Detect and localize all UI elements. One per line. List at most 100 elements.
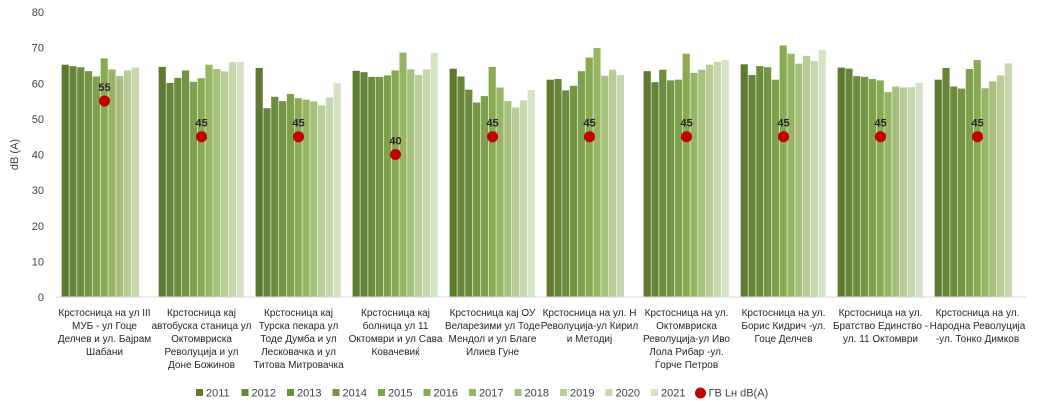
bar-2017 xyxy=(690,72,698,297)
bar-2016 xyxy=(391,70,399,297)
category-label-line: Октомври и ул Сава xyxy=(349,334,443,345)
category-label-line: Крстосница на ул. Н xyxy=(543,308,637,319)
legend-label: 2021 xyxy=(661,388,685,400)
y-tick-label: 60 xyxy=(32,78,44,90)
bar-2021 xyxy=(236,61,244,298)
category-label: Крстосница на ул III МУБ - ул Гоце Делчев … xyxy=(58,308,151,358)
legend-swatch-2011 xyxy=(196,389,203,396)
legend-label: 2018 xyxy=(525,388,549,400)
limit-data-label: 45 xyxy=(486,118,498,130)
bar-2018 xyxy=(213,69,221,297)
bar-2018 xyxy=(795,63,803,297)
bar-2014 xyxy=(279,101,287,297)
bar-2017 xyxy=(981,88,989,298)
bar-2016 xyxy=(682,53,690,298)
category-label-line: -ул. Тонко Димков xyxy=(936,334,1019,345)
y-axis-title: dB (A) xyxy=(9,139,21,170)
limit-marker xyxy=(681,131,692,143)
bar-2017 xyxy=(787,53,795,298)
bar-2011 xyxy=(837,67,845,297)
limit-data-label: 45 xyxy=(971,118,983,130)
bar-2015 xyxy=(965,69,973,297)
bar-2011 xyxy=(546,79,554,297)
limit-marker xyxy=(972,131,983,143)
legend: 2011 2012 2013 2014 2015 2016 2017 2018 2019 2020… xyxy=(196,387,769,400)
bar-2016 xyxy=(100,58,108,298)
legend-label: ГВ Lн dB(A) xyxy=(709,388,769,400)
limit-marker xyxy=(293,131,304,143)
limit-marker xyxy=(584,131,595,143)
legend-label: 2012 xyxy=(252,388,276,400)
category-label-line: Братство Единство - xyxy=(833,321,928,332)
bar-2011 xyxy=(255,67,263,298)
bar-2020 xyxy=(810,61,818,297)
category-label-line: и Методиј xyxy=(567,334,613,345)
category-label: Крстосница кај болница ул 11 Октомври и ул… xyxy=(349,308,443,358)
bar-2017 xyxy=(496,87,504,297)
limit-marker xyxy=(99,95,110,107)
y-tick-label: 50 xyxy=(32,114,44,126)
category-label-line: Доне Божинов xyxy=(168,360,235,371)
category-label-line: Делчев и ул. Бајрам xyxy=(58,334,151,345)
bar-2013 xyxy=(174,77,182,297)
category-label: Крстосница на ул. Н Револуција-ул Кирил и … xyxy=(541,308,639,345)
bar-2021 xyxy=(333,83,341,297)
bar-2018 xyxy=(310,101,318,297)
category-label: Крстосница кај автобуска станица ул Октомв… xyxy=(152,308,252,371)
bar-2019 xyxy=(900,87,908,297)
bar-2012 xyxy=(554,78,562,297)
bar-2015 xyxy=(383,75,391,297)
category-label-line: Крстосница на ул. xyxy=(839,308,923,319)
category-label: Крстосница на ул. Народна Револуција -ул. … xyxy=(930,308,1026,345)
y-axis: 0 10 20 30 40 50 60 70 80 dB (A) xyxy=(9,7,44,304)
category-label-line: Револуција-ул Кирил xyxy=(541,321,639,332)
bar-2014 xyxy=(667,80,675,298)
category-label-line: Лесковачка и ул xyxy=(261,347,336,358)
bar-2012 xyxy=(263,108,271,297)
category-label-line: Крстосница на ул. xyxy=(742,308,826,319)
bar-2013 xyxy=(853,76,861,298)
bar-2021 xyxy=(430,52,438,297)
limit-data-label: 55 xyxy=(98,82,110,94)
bar-2020 xyxy=(422,69,430,297)
limit-data-label: 45 xyxy=(195,118,207,130)
bar-2014 xyxy=(182,70,190,297)
bar-2011 xyxy=(158,66,166,297)
category-label-line: МУБ - ул Гоце xyxy=(72,321,137,332)
bar-2018 xyxy=(407,69,415,297)
bar-2014 xyxy=(570,85,578,298)
bar-2020 xyxy=(713,61,721,298)
bar-2019 xyxy=(318,105,326,297)
legend-label: 2020 xyxy=(616,388,640,400)
bar-2019 xyxy=(124,70,132,297)
category-label-line: ул. 11 Октомври xyxy=(843,334,918,345)
bar-2018 xyxy=(989,81,997,297)
y-tick-label: 0 xyxy=(38,292,44,304)
bar-2011 xyxy=(740,64,748,298)
bar-2016 xyxy=(197,78,205,297)
legend-label: 2019 xyxy=(570,388,594,400)
bar-2015 xyxy=(189,81,197,297)
limit-data-label: 45 xyxy=(777,118,789,130)
bar-2012 xyxy=(457,76,465,297)
x-axis: Крстосница на ул III МУБ - ул Гоце Делчев … xyxy=(56,296,1026,371)
bar-2014 xyxy=(764,67,772,297)
legend-label: 2014 xyxy=(343,388,367,400)
bar-2018 xyxy=(116,76,124,298)
category-label-line: Илиев Гуне xyxy=(466,347,520,358)
bar-2021 xyxy=(818,50,826,298)
bar-2013 xyxy=(271,96,279,297)
legend-swatch-2017 xyxy=(469,389,476,396)
bar-2017 xyxy=(884,92,892,297)
bar-2019 xyxy=(415,75,423,297)
bar-2012 xyxy=(360,72,368,298)
legend-swatch-2015 xyxy=(378,389,385,396)
bar-2017 xyxy=(108,69,116,297)
bar-2021 xyxy=(721,60,729,298)
limit-marker xyxy=(390,149,401,160)
bars xyxy=(61,45,1012,298)
limit-data-label: 45 xyxy=(583,118,595,130)
bar-2014 xyxy=(958,88,966,297)
bar-2011 xyxy=(934,79,942,297)
